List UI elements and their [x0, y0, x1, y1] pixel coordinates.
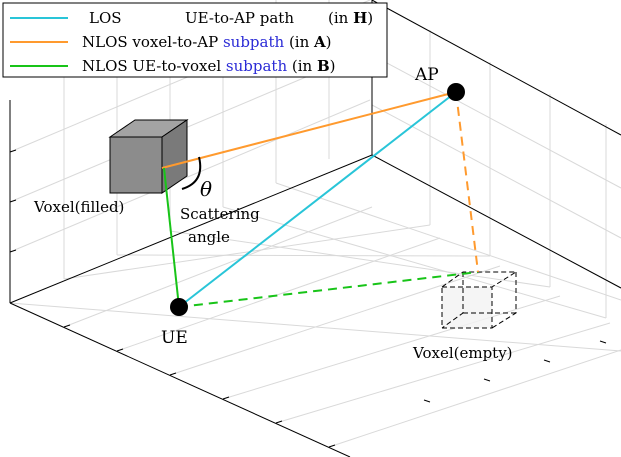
ap-node — [447, 83, 465, 101]
voxel-empty-label: Voxel(empty) — [412, 344, 513, 362]
scattering-angle-arc — [181, 156, 202, 190]
svg-text:NLOS UE-to-voxel subpath (in B: NLOS UE-to-voxel subpath (in B) — [82, 57, 336, 75]
nlos-ue-voxel-subpath — [163, 167, 180, 308]
los-path — [178, 91, 457, 308]
legend-los-paren-close: ) — [367, 9, 373, 27]
paths — [161, 91, 479, 308]
ue-label: UE — [161, 328, 188, 348]
nlos-voxel-ap-subpath — [161, 91, 457, 169]
nlos-empty-voxel-ap-subpath — [455, 91, 479, 273]
legend-nlos-voxel-ap-paren-close: ) — [326, 33, 332, 51]
legend-nlos-voxel-ap-key: NLOS voxel-to-AP — [82, 33, 218, 51]
right-wall-grid — [371, 30, 621, 318]
legend-item-los: LOS UE-to-AP path (in H) — [10, 9, 373, 27]
legend-los-matrix: H — [353, 9, 367, 27]
nlos-ue-empty-voxel-subpath — [178, 271, 479, 308]
svg-text:(in H): (in H) — [328, 9, 373, 27]
legend-box — [2, 2, 388, 78]
empty-voxel-cube — [441, 271, 518, 329]
legend: LOS UE-to-AP path (in H) NLOS voxel-to-A… — [2, 2, 388, 78]
legend-nlos-ue-voxel-matrix: B — [317, 57, 330, 75]
theta-label: θ — [200, 177, 212, 201]
legend-los-paren-open: (in — [328, 9, 353, 27]
legend-nlos-ue-voxel-paren-open: (in — [292, 57, 317, 75]
filled-voxel-cube — [108, 119, 189, 194]
ue-node — [170, 298, 188, 316]
legend-nlos-ue-voxel-key: NLOS UE-to-voxel — [82, 57, 221, 75]
legend-los-desc: UE-to-AP path — [185, 9, 294, 27]
axis-ticks — [9, 149, 607, 448]
legend-los-key: LOS — [89, 9, 122, 27]
floor-grid — [9, 182, 621, 448]
legend-nlos-voxel-ap-paren-open: (in — [289, 33, 314, 51]
legend-nlos-ue-voxel-paren-close: ) — [330, 57, 336, 75]
scattering-angle-label-line2: angle — [188, 228, 230, 246]
scattering-angle-label-line1: Scattering — [180, 205, 260, 223]
legend-nlos-ue-voxel-highlight: subpath — [226, 57, 288, 75]
ap-label: AP — [414, 65, 439, 85]
legend-item-nlos-voxel-ap: NLOS voxel-to-AP subpath (in A) — [10, 33, 332, 51]
voxel-filled-label: Voxel(filled) — [33, 198, 124, 216]
legend-nlos-voxel-ap-matrix: A — [313, 33, 326, 51]
legend-nlos-voxel-ap-highlight: subpath — [223, 33, 285, 51]
svg-text:NLOS voxel-to-AP subpath (in A: NLOS voxel-to-AP subpath (in A) — [82, 33, 332, 51]
legend-item-nlos-ue-voxel: NLOS UE-to-voxel subpath (in B) — [10, 57, 336, 75]
